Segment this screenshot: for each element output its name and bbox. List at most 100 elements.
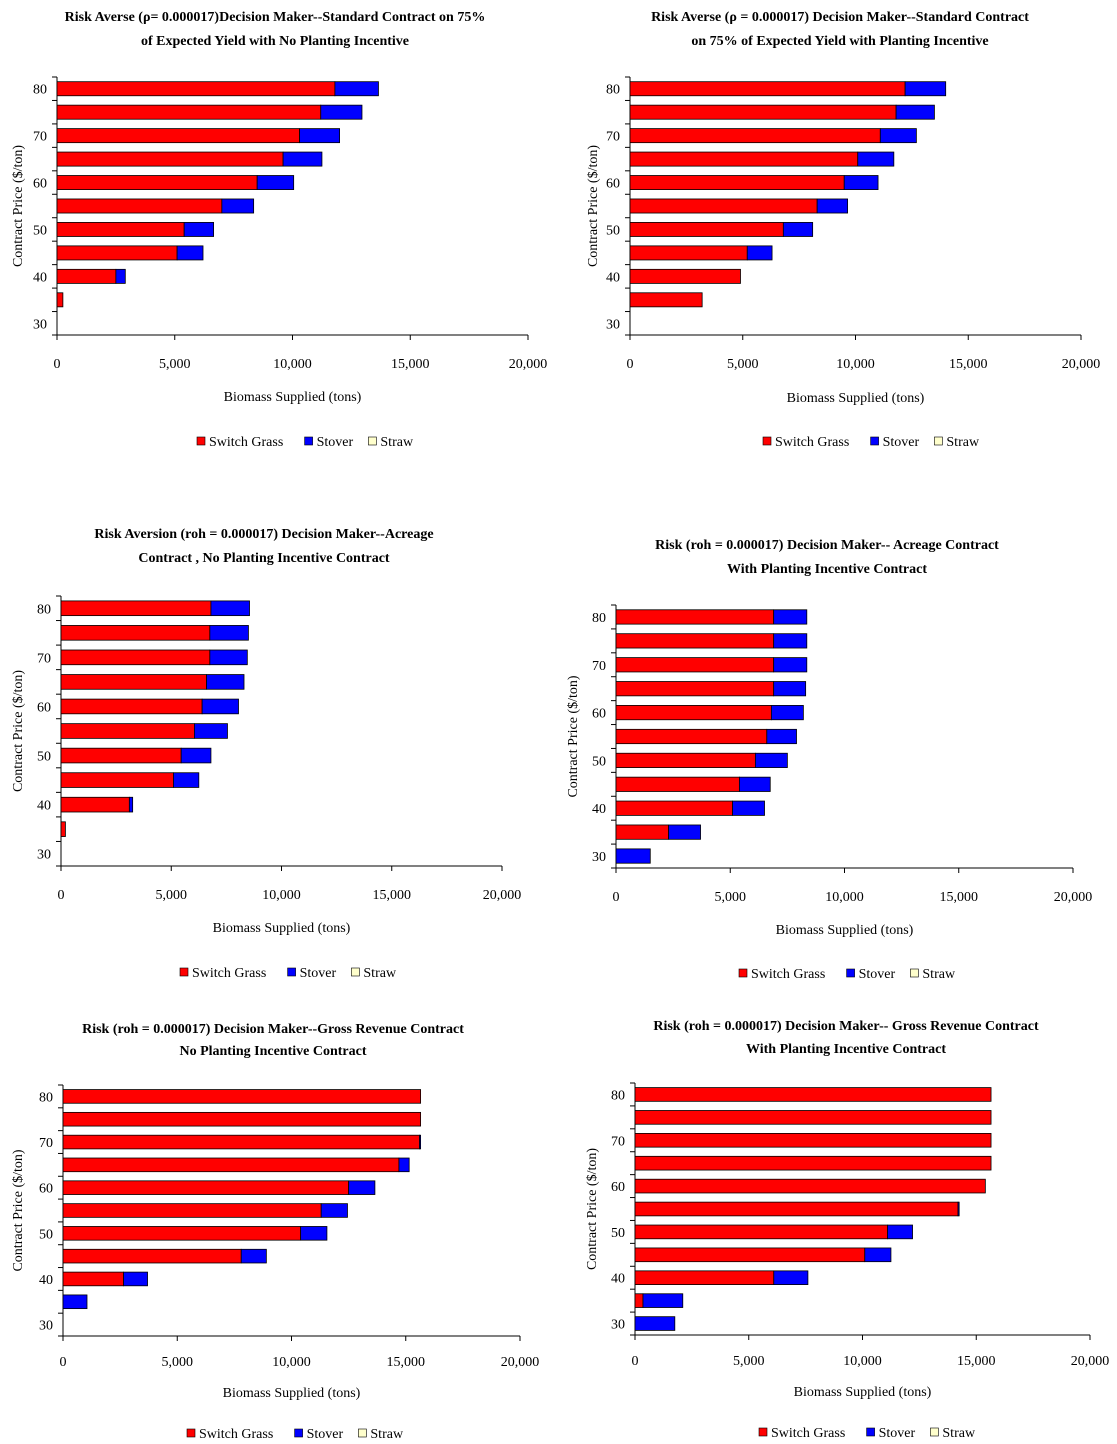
y-tick-label: 80 xyxy=(39,1090,53,1105)
legend-swatch-3 xyxy=(934,436,943,446)
bar-switch-grass-60 xyxy=(629,175,845,190)
x-tick-label: 10,000 xyxy=(262,888,301,903)
y-tick-label: 60 xyxy=(39,1182,53,1197)
bar-switch-grass-80 xyxy=(60,600,212,617)
bar-stover-70 xyxy=(879,128,917,144)
legend-label-2: Stover xyxy=(307,1427,344,1442)
bar-stover-55 xyxy=(320,1203,348,1218)
y-axis-label: Contract Price ($/ton) xyxy=(585,1148,600,1270)
y-tick-label: 50 xyxy=(592,754,606,769)
legend-swatch-3 xyxy=(368,436,377,446)
bar-stover-65 xyxy=(857,151,895,167)
bar-switch-grass-65 xyxy=(56,151,284,167)
bar-switch-grass-50 xyxy=(634,1224,888,1240)
bar-stover-45 xyxy=(173,772,200,788)
legend-label-1: Switch Grass xyxy=(199,1427,273,1442)
y-tick-label: 50 xyxy=(39,1227,53,1242)
y-tick-label: 50 xyxy=(606,223,620,238)
x-tick-label: 10,000 xyxy=(273,357,312,372)
chart-title-line: With Planting Incentive Contract xyxy=(746,1042,946,1057)
bar-stover-70 xyxy=(299,128,341,144)
legend-swatch-3 xyxy=(930,1427,939,1437)
legend-swatch-3 xyxy=(351,967,360,977)
bar-stover-35 xyxy=(62,1294,88,1310)
x-tick-label: 0 xyxy=(613,890,620,905)
x-tick-label: 0 xyxy=(60,1355,67,1370)
x-tick-label: 15,000 xyxy=(949,357,988,372)
bar-stover-60 xyxy=(843,175,879,190)
bar-stover-40 xyxy=(123,1271,148,1287)
bar-stover-80 xyxy=(904,81,947,97)
y-tick-label: 40 xyxy=(33,270,47,285)
y-tick-label: 40 xyxy=(37,799,51,814)
x-tick-label: 5,000 xyxy=(162,1355,194,1370)
bar-stover-75 xyxy=(773,633,808,649)
legend-label-1: Switch Grass xyxy=(209,435,283,450)
y-tick-label: 30 xyxy=(606,317,620,332)
bar-switch-grass-60 xyxy=(615,705,772,721)
bar-stover-70 xyxy=(773,657,808,673)
bar-switch-grass-75 xyxy=(60,625,211,641)
x-tick-label: 5,000 xyxy=(159,357,191,372)
y-tick-label: 50 xyxy=(37,750,51,765)
y-tick-label: 60 xyxy=(611,1180,625,1195)
bar-stover-80 xyxy=(210,600,250,617)
x-tick-label: 20,000 xyxy=(509,357,548,372)
legend-label-3: Straw xyxy=(363,966,397,981)
bar-stover-35 xyxy=(642,1293,684,1308)
bar-stover-45 xyxy=(864,1247,892,1263)
legend-label-2: Stover xyxy=(879,1426,916,1441)
bar-switch-grass-65 xyxy=(62,1157,400,1173)
legend-swatch-1 xyxy=(758,1427,768,1437)
y-tick-label: 60 xyxy=(606,177,620,192)
legend-label-2: Stover xyxy=(300,966,337,981)
y-tick-label: 30 xyxy=(592,850,606,865)
x-tick-label: 10,000 xyxy=(843,1354,882,1369)
chart-title-line: Risk Averse (ρ = 0.000017) Decision Make… xyxy=(651,10,1029,25)
bar-stover-65 xyxy=(206,674,245,690)
x-tick-label: 5,000 xyxy=(727,357,759,372)
x-axis-label: Biomass Supplied (tons) xyxy=(224,390,362,405)
x-axis-label: Biomass Supplied (tons) xyxy=(787,391,925,406)
bar-switch-grass-80 xyxy=(56,81,336,97)
y-tick-label: 80 xyxy=(611,1088,625,1103)
legend-label-3: Straw xyxy=(942,1426,976,1441)
bar-switch-grass-60 xyxy=(62,1180,350,1195)
bar-switch-grass-40 xyxy=(629,268,741,284)
legend-swatch-1 xyxy=(762,436,772,446)
legend-label-3: Straw xyxy=(370,1427,404,1442)
bar-switch-grass-70 xyxy=(634,1133,992,1148)
bar-switch-grass-50 xyxy=(615,752,756,768)
bar-switch-grass-45 xyxy=(634,1247,866,1263)
bar-stover-50 xyxy=(180,747,212,764)
bar-switch-grass-35 xyxy=(615,824,669,840)
bar-stover-45 xyxy=(176,245,204,261)
x-tick-label: 5,000 xyxy=(715,890,747,905)
chart-title-line: on 75% of Expected Yield with Planting I… xyxy=(691,34,988,49)
y-tick-label: 80 xyxy=(33,83,47,98)
x-tick-label: 0 xyxy=(54,357,61,372)
x-tick-label: 10,000 xyxy=(272,1355,311,1370)
y-tick-label: 40 xyxy=(592,802,606,817)
bar-switch-grass-45 xyxy=(60,772,174,788)
bar-stover-30 xyxy=(634,1316,676,1331)
bar-switch-grass-75 xyxy=(634,1110,992,1125)
bar-switch-grass-70 xyxy=(60,649,211,666)
bar-switch-grass-50 xyxy=(56,222,185,237)
legend-label-2: Stover xyxy=(859,967,896,982)
bar-stover-60 xyxy=(348,1180,376,1195)
x-tick-label: 20,000 xyxy=(1054,890,1093,905)
legend-swatch-2 xyxy=(870,436,879,446)
y-tick-label: 50 xyxy=(33,223,47,238)
x-tick-label: 15,000 xyxy=(391,357,430,372)
legend-swatch-1 xyxy=(179,967,189,977)
bar-switch-grass-60 xyxy=(60,698,203,715)
bar-switch-grass-40 xyxy=(62,1271,124,1287)
y-tick-label: 40 xyxy=(611,1272,625,1287)
legend-swatch-1 xyxy=(196,436,206,446)
legend-label-1: Switch Grass xyxy=(192,966,266,981)
bar-stover-50 xyxy=(782,222,814,237)
bar-stover-45 xyxy=(240,1248,267,1264)
x-tick-label: 15,000 xyxy=(957,1354,996,1369)
